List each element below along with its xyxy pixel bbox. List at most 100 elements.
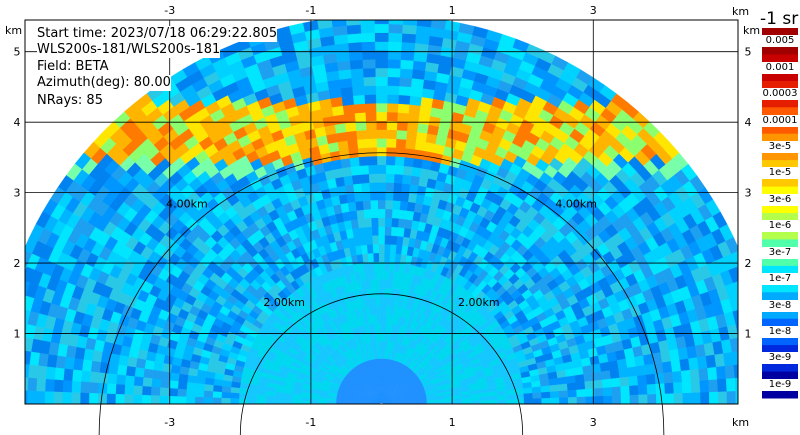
- range-ring-label: 2.00km: [263, 296, 305, 309]
- scan-cell: [375, 94, 388, 104]
- scan-cell: [362, 67, 376, 78]
- scan-cell: [159, 395, 169, 404]
- axis-ticks: -3 -3 -1 -1 1 1 3 3 1 1 2 2 3 3 4 4 5 5: [14, 4, 752, 429]
- scan-cell: [550, 397, 560, 404]
- scan-cell: [396, 226, 405, 237]
- scan-cell: [575, 381, 586, 390]
- scan-cell: [143, 368, 154, 379]
- scan-cell: [203, 390, 214, 399]
- scan-cell: [406, 121, 419, 133]
- scan-cell: [256, 394, 266, 400]
- scan-cell: [401, 174, 412, 185]
- scan-cell: [385, 182, 395, 192]
- scan-cell: [9, 277, 22, 293]
- scan-cell: [221, 397, 231, 404]
- x-tick-label-bottom: -3: [164, 416, 175, 429]
- scan-cell: [88, 382, 99, 394]
- scan-cell: [403, 156, 414, 168]
- scan-cell: [376, 129, 387, 139]
- scan-cell: [379, 287, 384, 298]
- scan-cell: [680, 369, 692, 383]
- scan-cell: [383, 296, 388, 307]
- scan-cell: [565, 375, 577, 384]
- scan-cell: [383, 270, 390, 280]
- scan-cell: [391, 217, 399, 228]
- scan-cell: [25, 350, 32, 366]
- scan-cell: [731, 350, 738, 366]
- scan-cell: [392, 200, 401, 210]
- scan-cell: [25, 364, 30, 379]
- x-tick-label-top: -1: [305, 4, 316, 17]
- y-tick-label-right: 2: [745, 257, 752, 270]
- start-time-label: Start time: 2023/07/18 06:29:22.805: [37, 26, 278, 42]
- scan-cell: [349, 156, 360, 168]
- scan-cell: [370, 208, 379, 219]
- scan-cell: [663, 371, 674, 384]
- scan-cell: [185, 396, 196, 404]
- scan-cell: [388, 270, 395, 281]
- scan-cell: [331, 20, 347, 28]
- scan-cell: [345, 130, 358, 141]
- range-rings: 2.00km 2.00km 4.00km 4.00km: [98, 152, 665, 435]
- scan-cell: [368, 182, 378, 192]
- y-tick-label-right: 3: [745, 187, 752, 200]
- scan-cell: [170, 364, 181, 375]
- scan-cell: [356, 209, 365, 220]
- scan-cell: [672, 370, 683, 383]
- scan-cell: [611, 394, 622, 404]
- scan-cell: [25, 266, 35, 284]
- x-axis-unit-bottom: km: [732, 416, 750, 429]
- scan-cell: [300, 397, 310, 402]
- scan-cell: [400, 183, 411, 194]
- scan-cell: [377, 208, 386, 218]
- x-tick-label-top: -3: [164, 4, 175, 17]
- x-tick-label-bottom: -1: [305, 416, 316, 429]
- scan-cell: [358, 156, 369, 167]
- scan-cell: [610, 377, 621, 388]
- scan-cell: [403, 227, 412, 238]
- x-tick-label-top: 1: [449, 4, 456, 17]
- scan-cell: [601, 378, 612, 388]
- scan-cell: [341, 166, 352, 178]
- scan-cell: [689, 368, 700, 382]
- scan-cell: [377, 199, 386, 210]
- scan-cell: [593, 379, 604, 389]
- scan-cell: [361, 41, 376, 52]
- y-axis-unit-right: km: [743, 24, 761, 37]
- scan-cell: [387, 32, 403, 43]
- scan-cell: [620, 385, 631, 396]
- scan-cell: [409, 95, 422, 106]
- scan-cell: [397, 94, 411, 105]
- scan-cell: [717, 391, 728, 404]
- scan-cell: [385, 173, 395, 183]
- scan-cell: [351, 174, 362, 185]
- scan-cell: [377, 217, 386, 227]
- scan-cell: [726, 390, 737, 404]
- scan-cell: [256, 389, 267, 396]
- scan-cell: [383, 252, 391, 263]
- scan-cell: [523, 392, 534, 399]
- scan-cell: [366, 138, 377, 148]
- scan-cell: [72, 358, 84, 371]
- scan-cell: [54, 367, 65, 381]
- scan-cell: [187, 367, 199, 377]
- scan-cell: [382, 305, 388, 315]
- scan-cell: [374, 59, 389, 69]
- scan-cell: [400, 50, 415, 61]
- scan-cell: [355, 120, 367, 131]
- colorbar-tick-label: 0.001: [762, 61, 798, 74]
- scan-cell: [64, 356, 75, 370]
- scan-cell: [407, 192, 418, 204]
- scan-cell: [635, 364, 647, 376]
- scan-cell: [394, 164, 404, 175]
- scan-cell: [406, 201, 416, 212]
- scan-cell: [696, 355, 708, 370]
- scan-cell: [360, 23, 375, 34]
- scan-cell: [412, 157, 423, 169]
- scan-cell: [25, 295, 26, 299]
- scan-cell: [366, 244, 374, 254]
- scan-cell: [107, 373, 118, 385]
- scan-cell: [89, 371, 100, 384]
- scan-cell: [395, 147, 406, 158]
- scan-cell: [382, 314, 387, 324]
